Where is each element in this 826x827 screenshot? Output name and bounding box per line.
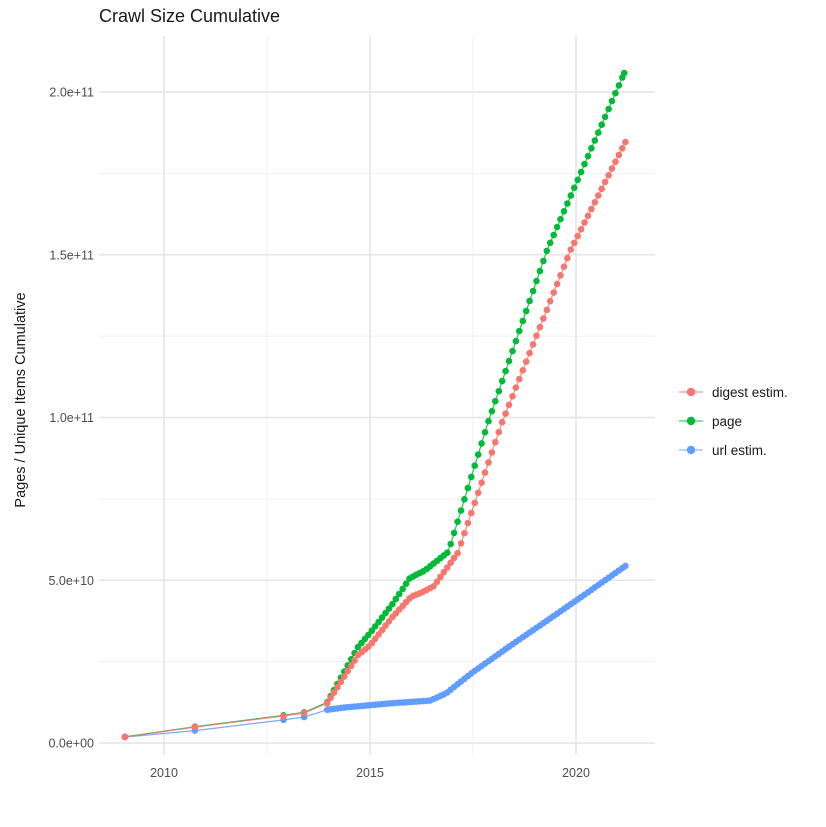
legend-label-digest-estim: digest estim.: [712, 384, 788, 400]
legend-key-digest-estim-icon: [679, 387, 703, 397]
grid-major: [99, 36, 655, 755]
legend: digest estim. page url estim.: [678, 382, 788, 460]
svg-text:2015: 2015: [356, 766, 384, 780]
svg-text:0.0e+00: 0.0e+00: [48, 737, 94, 751]
legend-item-digest-estim: digest estim.: [678, 382, 788, 402]
legend-label-url-estim: url estim.: [712, 442, 767, 458]
svg-text:2.0e+11: 2.0e+11: [49, 86, 94, 100]
grid-minor: [99, 36, 655, 755]
series-url-estim: [121, 562, 629, 741]
legend-key-page-icon: [679, 416, 703, 426]
legend-key-url-estim-icon: [679, 445, 703, 455]
svg-text:1.0e+11: 1.0e+11: [49, 411, 94, 425]
svg-text:2020: 2020: [562, 766, 590, 780]
legend-item-url-estim: url estim.: [678, 440, 788, 460]
chart-title: Crawl Size Cumulative: [99, 6, 281, 26]
legend-label-page: page: [712, 413, 743, 429]
series-digest-estim: [121, 138, 629, 741]
svg-text:1.5e+11: 1.5e+11: [49, 248, 94, 262]
svg-text:2010: 2010: [150, 766, 178, 780]
x-axis-tick-labels: 2010 2015 2020: [150, 766, 590, 780]
svg-text:5.0e+10: 5.0e+10: [48, 574, 94, 588]
y-axis-tick-labels: 0.0e+00 5.0e+10 1.0e+11 1.5e+11 2.0e+11: [48, 86, 94, 751]
legend-item-page: page: [678, 411, 788, 431]
